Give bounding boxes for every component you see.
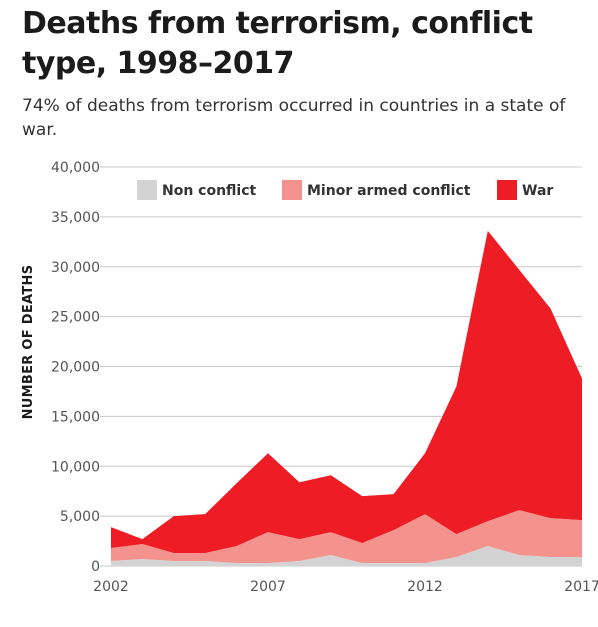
series-areas [111,230,582,566]
x-tick-label: 2012 [407,579,443,595]
legend-label-war: War [522,183,553,199]
x-tick-label: 2007 [250,579,286,595]
y-tick-label: 10,000 [51,459,100,475]
x-tick-label: 2002 [93,579,129,595]
legend-swatch-non-conflict [137,180,157,200]
chart-subtitle: 74% of deaths from terrorism occurred in… [22,96,566,140]
y-tick-label: 25,000 [51,310,100,326]
y-tick-label: 15,000 [51,409,100,425]
area-war [111,230,582,554]
y-tick-label: 35,000 [51,210,100,226]
chart-title: Deaths from terrorism, conflict type, 19… [22,6,533,81]
area-non-conflict [111,546,582,566]
y-tick-label: 5,000 [60,509,100,525]
area-minor-armed-conflict [111,510,582,564]
legend-label-minor-armed-conflict: Minor armed conflict [307,183,471,199]
y-tick-label: 40,000 [51,160,100,176]
x-axis-ticks: 2002 2007 2012 2017 [93,579,598,595]
y-axis-ticks: 0 5,000 10,000 15,000 20,000 25,000 30,000 35,0… [51,160,100,575]
x-tick-label: 2017 [564,579,598,595]
y-tick-label: 0 [91,559,100,575]
y-tick-label: 30,000 [51,260,100,276]
legend: Non conflict Minor armed conflict War [137,180,553,200]
legend-swatch-war [497,180,517,200]
legend-swatch-minor-armed-conflict [282,180,302,200]
legend-label-non-conflict: Non conflict [162,183,257,199]
y-tick-label: 20,000 [51,360,100,376]
y-axis-label: NUMBER OF DEATHS [21,265,36,420]
